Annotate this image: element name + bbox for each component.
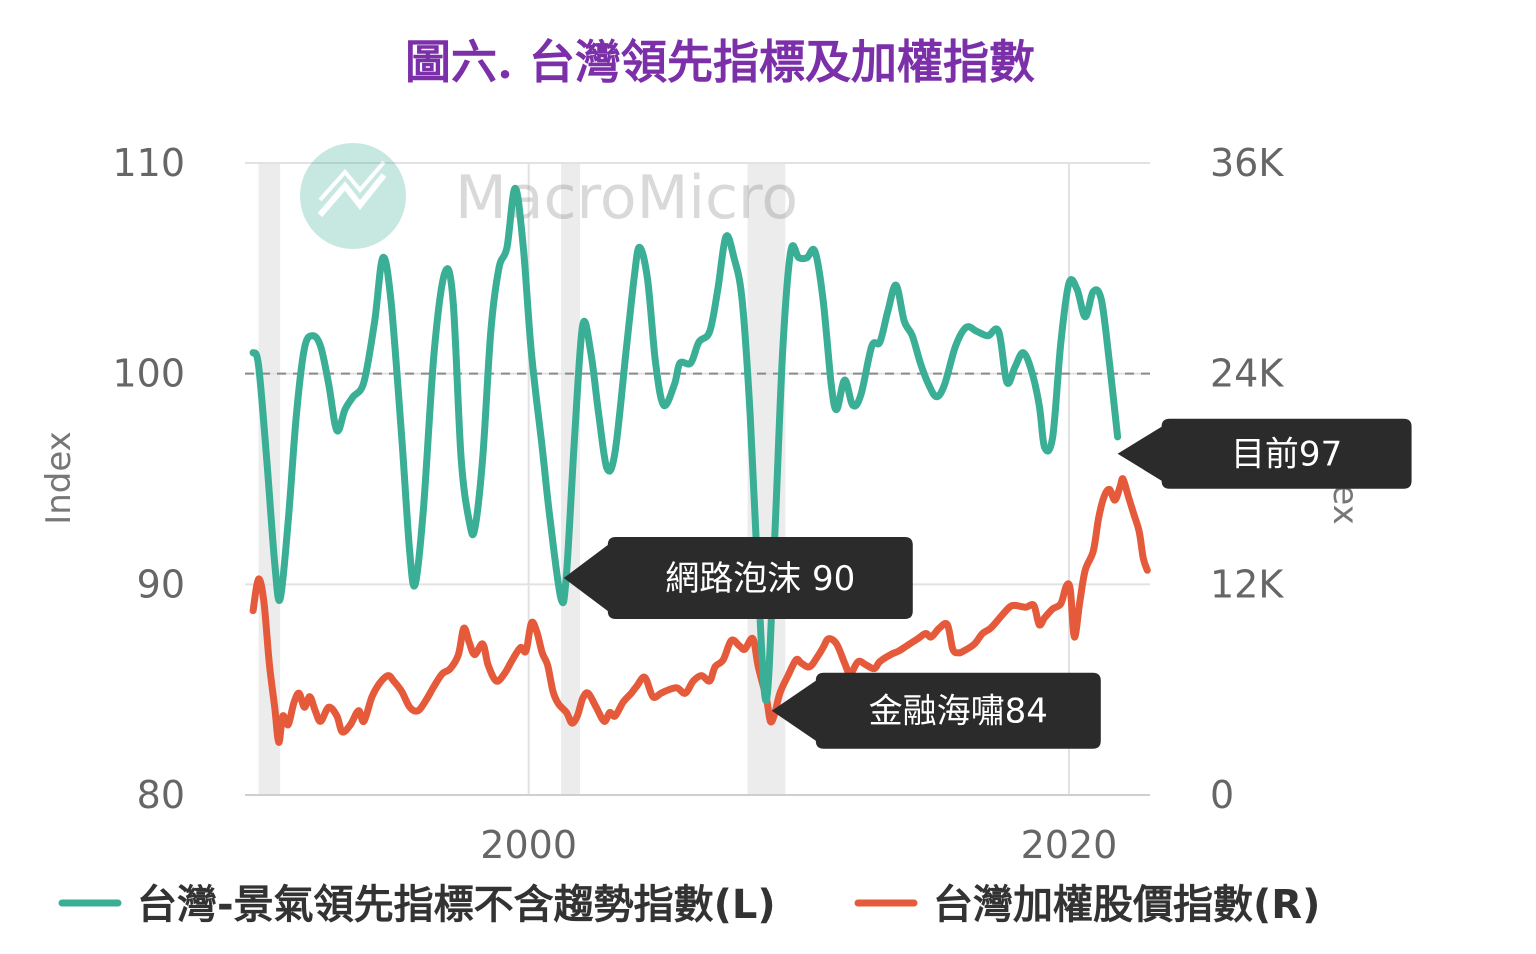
annotation-callout: 目前97: [1117, 418, 1412, 489]
y-left-tick-label: 100: [112, 352, 185, 396]
watermark: MacroMicro: [300, 143, 798, 249]
legend-label: 台灣-景氣領先指標不含趨勢指數(L): [137, 882, 776, 928]
y-right-tick-label: 12K: [1210, 562, 1284, 606]
annotation-box: [1117, 418, 1412, 489]
watermark-logo-icon: [300, 143, 406, 249]
annotation-box: [563, 537, 913, 620]
annotation-callout: 金融海嘯84: [771, 672, 1101, 749]
legend: 台灣-景氣領先指標不含趨勢指數(L) 台灣加權股價指數(R): [58, 882, 1320, 928]
y-left-tick-label: 90: [137, 562, 185, 606]
series-line-leading-index: [249, 184, 1122, 704]
y-right-tick-label: 0: [1210, 773, 1234, 817]
annotation-box: [771, 672, 1101, 749]
axis-ticks: 110 100 90 80 36K 24K 12K 0 2000 2020: [112, 141, 1284, 867]
watermark-text: MacroMicro: [455, 163, 798, 233]
chart-title: 圖六. 台灣領先指標及加權指數: [405, 35, 1035, 89]
y-left-tick-label: 80: [137, 773, 185, 817]
legend-label: 台灣加權股價指數(R): [933, 882, 1320, 928]
annotation-callout: 網路泡沫 90: [563, 537, 913, 620]
x-tick-label: 2000: [480, 823, 577, 867]
annotation-label: 網路泡沫 90: [665, 559, 855, 599]
series-line-taiex: [249, 475, 1151, 746]
y-left-tick-label: 110: [112, 141, 185, 185]
annotation-label: 目前97: [1231, 435, 1342, 475]
annotation-label: 金融海嘯84: [869, 692, 1048, 732]
annotations: 網路泡沫 90 金融海嘯84 目前97: [563, 418, 1412, 749]
y-right-tick-label: 24K: [1210, 352, 1284, 396]
series-lines: [249, 184, 1151, 746]
y-right-tick-label: 36K: [1210, 141, 1284, 185]
y-axis-left-label: Index: [39, 431, 79, 525]
x-tick-label: 2020: [1021, 823, 1118, 867]
